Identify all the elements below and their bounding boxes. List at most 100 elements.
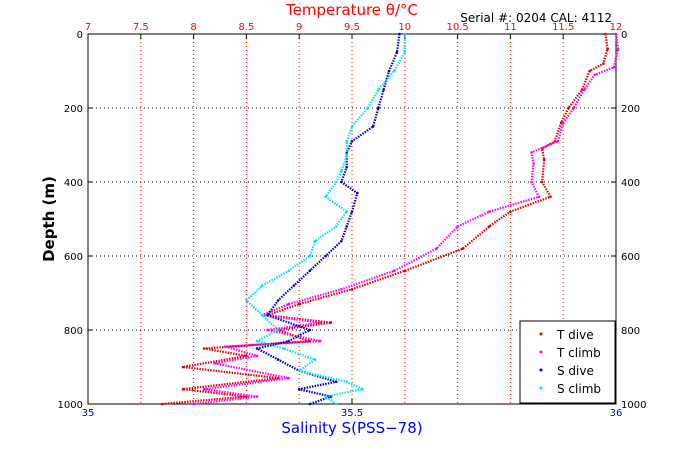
data-point-s-dive	[350, 140, 354, 143]
depth-axis-title: Depth (m)	[40, 176, 58, 262]
data-point-s-dive	[350, 210, 354, 213]
data-point-s-climb	[313, 358, 317, 361]
series-line-s-climb	[245, 34, 406, 405]
data-point-t-climb	[255, 354, 259, 358]
data-point-t-dive	[181, 365, 185, 369]
data-point-t-dive	[202, 347, 206, 350]
data-point-t-climb	[213, 362, 216, 365]
data-point-t-climb	[287, 302, 290, 306]
data-point-s-dive	[345, 165, 349, 169]
salinity-tick-label: 36	[610, 408, 623, 419]
data-point-s-dive	[340, 180, 343, 184]
data-point-s-climb	[392, 69, 396, 73]
data-point-s-dive	[308, 402, 312, 406]
data-point-t-climb	[530, 151, 533, 154]
data-point-s-dive	[255, 347, 259, 350]
salinity-axis-ticks: 35 35.5 36	[82, 399, 623, 419]
data-point-t-dive	[461, 247, 465, 250]
depth-tick-label-left: 0	[77, 30, 83, 41]
temperature-axis-title: Temperature θ/°C	[285, 1, 418, 19]
data-point-t-climb	[392, 269, 396, 273]
data-point-t-climb	[319, 339, 322, 343]
data-point-s-dive	[395, 51, 399, 54]
data-point-t-climb	[202, 387, 206, 391]
data-point-t-climb	[616, 47, 620, 51]
data-point-t-dive	[181, 387, 185, 391]
depth-tick-label-left: 800	[64, 326, 83, 337]
temperature-tick-label: 7.5	[133, 22, 149, 33]
data-point-s-climb	[377, 88, 380, 91]
depth-tick-label-right: 600	[621, 252, 640, 263]
data-point-s-climb	[361, 387, 364, 391]
data-point-t-dive	[567, 106, 570, 110]
series-line-s-dive	[255, 33, 401, 406]
data-point-s-dive	[398, 32, 401, 36]
data-point-s-climb	[324, 395, 327, 398]
temperature-tick-label: 9.5	[344, 22, 360, 33]
data-point-s-climb	[276, 328, 280, 332]
data-point-s-climb	[313, 239, 317, 243]
data-point-t-dive	[559, 121, 563, 125]
data-point-t-dive	[297, 302, 301, 306]
data-point-s-dive	[276, 299, 280, 302]
data-point-s-climb	[340, 169, 343, 173]
temperature-tick-label: 11	[504, 22, 517, 33]
data-point-t-climb	[488, 210, 491, 213]
data-point-s-climb	[345, 140, 349, 143]
legend-label: S climb	[557, 382, 601, 396]
depth-tick-label-right: 0	[621, 30, 627, 41]
depth-tick-label-right: 200	[621, 104, 640, 115]
data-point-s-dive	[387, 69, 391, 73]
data-point-t-climb	[572, 106, 576, 110]
data-point-s-climb	[260, 313, 264, 317]
data-point-t-climb	[593, 73, 597, 76]
legend-marker	[539, 350, 543, 354]
data-point-t-climb	[614, 32, 618, 36]
data-point-s-climb	[403, 51, 407, 54]
data-point-t-dive	[488, 225, 491, 228]
salinity-axis-title: Salinity S(PSS−78)	[281, 419, 422, 437]
data-point-s-climb	[255, 339, 259, 343]
depth-tick-label-right: 800	[621, 326, 640, 337]
legend-label: T dive	[556, 328, 594, 342]
data-point-s-dive	[340, 239, 343, 243]
data-point-s-dive	[292, 284, 296, 287]
data-point-s-dive	[356, 191, 359, 195]
data-point-t-dive	[245, 354, 248, 358]
data-point-t-dive	[350, 288, 354, 291]
data-point-t-climb	[340, 288, 343, 291]
depth-tick-label-right: 1000	[621, 400, 646, 411]
data-point-s-climb	[297, 369, 301, 373]
data-point-s-dive	[266, 313, 269, 317]
temperature-tick-label: 10	[398, 22, 411, 33]
temperature-tick-label: 7	[85, 22, 91, 33]
data-point-s-climb	[334, 225, 338, 228]
depth-tick-label-left: 1000	[58, 400, 83, 411]
data-point-s-dive	[308, 269, 312, 273]
data-point-s-climb	[282, 347, 285, 350]
data-point-t-dive	[329, 321, 333, 324]
data-point-s-dive	[308, 328, 312, 332]
legend-marker	[539, 332, 543, 336]
data-point-s-climb	[324, 195, 327, 199]
data-point-s-climb	[345, 154, 349, 158]
legend-marker	[539, 386, 543, 390]
data-point-s-dive	[324, 254, 327, 258]
data-point-s-climb	[366, 106, 370, 110]
data-point-t-climb	[319, 321, 322, 324]
data-point-s-dive	[377, 106, 380, 110]
data-point-s-dive	[345, 225, 349, 228]
data-point-t-dive	[540, 180, 544, 184]
depth-tick-label-right: 400	[621, 178, 640, 189]
data-point-t-climb	[435, 247, 438, 250]
temperature-tick-label: 9	[296, 22, 302, 33]
data-point-t-climb	[583, 88, 586, 91]
data-point-s-dive	[334, 380, 338, 384]
data-point-s-dive	[382, 88, 386, 91]
depth-tick-label-left: 200	[64, 104, 83, 115]
series-group	[160, 32, 620, 406]
data-point-s-dive	[297, 387, 301, 391]
data-point-t-dive	[604, 32, 607, 36]
data-point-s-dive	[276, 358, 280, 361]
legend-label: S dive	[557, 364, 594, 378]
